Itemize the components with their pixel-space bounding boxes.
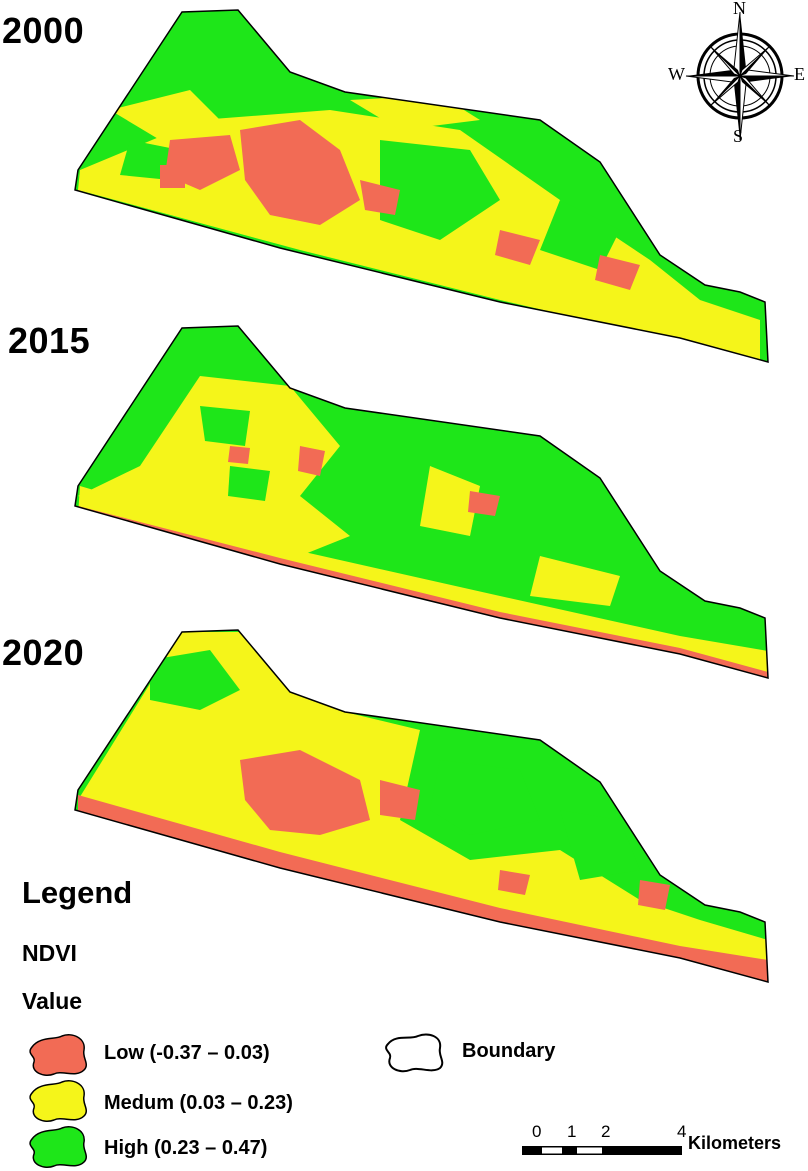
ndvi-high-area xyxy=(200,406,270,501)
legend-swatch-low xyxy=(29,1034,87,1076)
study-area-boundary xyxy=(74,9,769,363)
scale-tick-2: 2 xyxy=(601,1122,611,1141)
scale-unit-label: Kilometers xyxy=(688,1133,782,1153)
ndvi-high-area xyxy=(120,140,620,270)
ndvi-high-area xyxy=(150,650,640,880)
legend-label-high: High (0.23 – 0.47) xyxy=(104,1137,268,1159)
legend-field-name: Value xyxy=(22,988,83,1014)
study-area-boundary xyxy=(74,325,769,679)
compass-east-label: E xyxy=(794,64,805,84)
scale-tick-4: 4 xyxy=(677,1122,687,1141)
year-label-2015: 2015 xyxy=(8,320,91,361)
legend-swatch-boundary xyxy=(385,1033,444,1073)
year-label-2020: 2020 xyxy=(2,632,85,673)
scale-bar xyxy=(522,1146,682,1155)
scale-tick-0: 0 xyxy=(532,1122,542,1141)
map-panel-2020 xyxy=(74,629,769,983)
map-panel-2015 xyxy=(74,325,769,679)
scale-tick-1: 1 xyxy=(567,1122,577,1141)
legend-layer-name: NDVI xyxy=(22,940,77,966)
year-label-2000: 2000 xyxy=(2,10,85,51)
legend-swatch-high xyxy=(29,1126,87,1168)
study-area-boundary xyxy=(74,629,769,983)
legend-label-medium: Medum (0.03 – 0.23) xyxy=(104,1092,293,1114)
legend-title: Legend xyxy=(22,875,133,910)
legend-label-low: Low (-0.37 – 0.03) xyxy=(104,1042,270,1064)
ndvi-medium-area xyxy=(78,376,768,678)
compass-north-label: N xyxy=(733,0,746,18)
compass-south-label: S xyxy=(733,126,744,146)
legend-swatch-medium xyxy=(29,1080,87,1122)
map-panel-2000 xyxy=(74,9,769,363)
compass-west-label: W xyxy=(668,64,685,84)
ndvi-medium-area xyxy=(78,632,768,982)
legend-label-boundary: Boundary xyxy=(462,1040,556,1062)
compass-rose-icon xyxy=(685,11,795,141)
